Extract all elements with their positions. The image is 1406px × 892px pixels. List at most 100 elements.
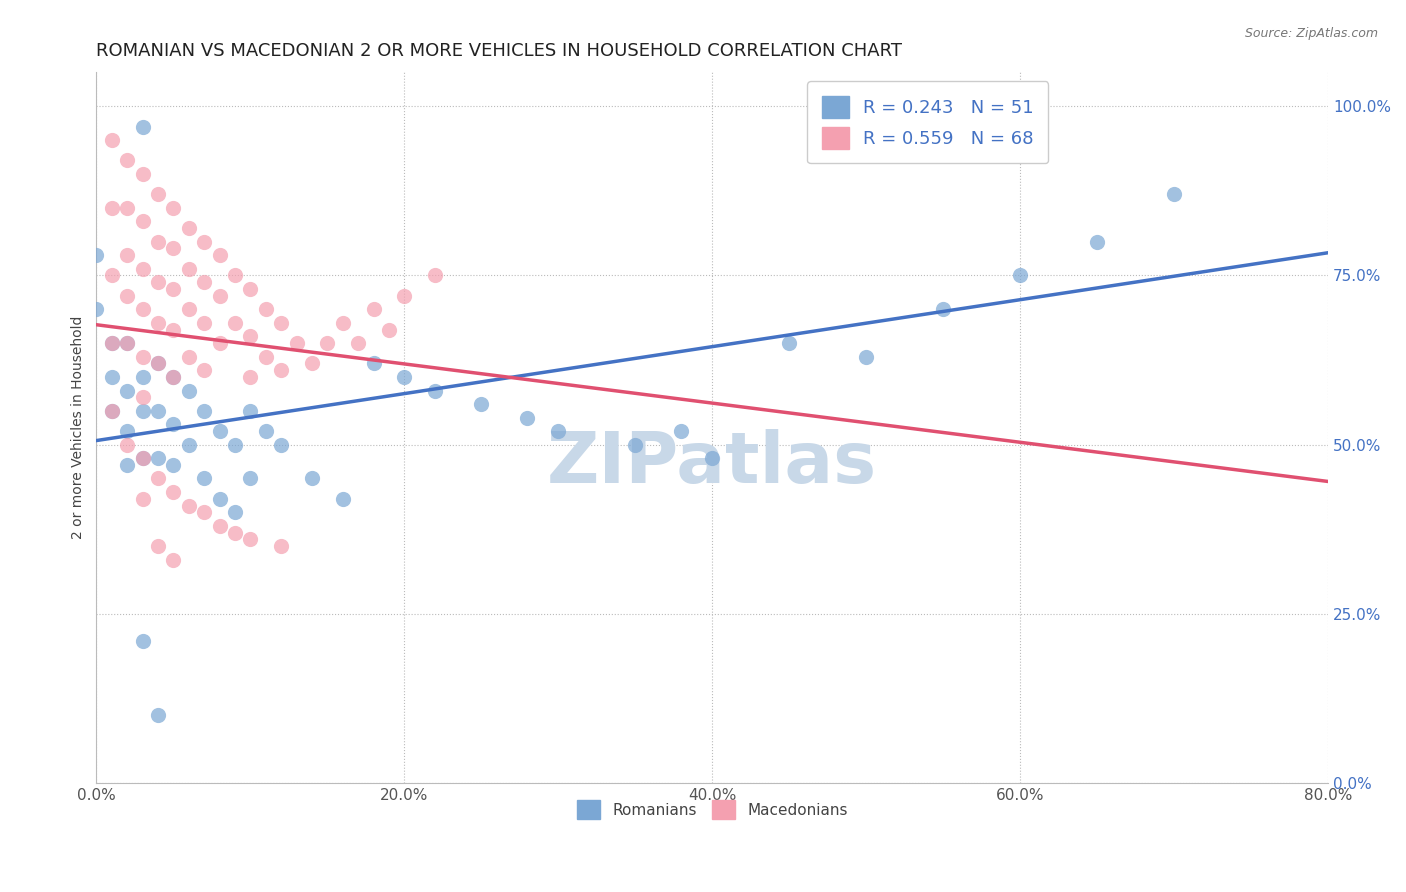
Point	[224, 437, 246, 451]
Point	[131, 167, 153, 181]
Point	[932, 302, 955, 317]
Point	[100, 370, 122, 384]
Point	[146, 471, 169, 485]
Point	[115, 424, 138, 438]
Point	[100, 404, 122, 418]
Point	[224, 525, 246, 540]
Point	[162, 370, 184, 384]
Point	[131, 451, 153, 466]
Point	[332, 316, 354, 330]
Point	[162, 282, 184, 296]
Point	[1010, 268, 1032, 283]
Point	[855, 350, 877, 364]
Point	[177, 221, 200, 235]
Point	[208, 519, 231, 533]
Point	[254, 302, 277, 317]
Point	[285, 336, 308, 351]
Point	[146, 275, 169, 289]
Text: ROMANIAN VS MACEDONIAN 2 OR MORE VEHICLES IN HOUSEHOLD CORRELATION CHART: ROMANIAN VS MACEDONIAN 2 OR MORE VEHICLE…	[97, 42, 903, 60]
Point	[131, 302, 153, 317]
Point	[146, 539, 169, 553]
Point	[86, 302, 108, 317]
Point	[115, 336, 138, 351]
Point	[162, 323, 184, 337]
Point	[100, 268, 122, 283]
Point	[423, 384, 446, 398]
Point	[301, 471, 323, 485]
Text: Source: ZipAtlas.com: Source: ZipAtlas.com	[1244, 27, 1378, 40]
Point	[131, 350, 153, 364]
Point	[115, 336, 138, 351]
Point	[301, 356, 323, 370]
Point	[193, 235, 215, 249]
Point	[177, 261, 200, 276]
Point	[131, 120, 153, 134]
Point	[162, 201, 184, 215]
Point	[193, 316, 215, 330]
Point	[239, 471, 262, 485]
Point	[239, 533, 262, 547]
Point	[1010, 120, 1032, 134]
Point	[100, 336, 122, 351]
Point	[162, 370, 184, 384]
Point	[378, 323, 401, 337]
Point	[115, 437, 138, 451]
Point	[208, 248, 231, 262]
Point	[131, 261, 153, 276]
Point	[131, 451, 153, 466]
Point	[162, 485, 184, 500]
Point	[270, 437, 292, 451]
Point	[671, 424, 693, 438]
Point	[193, 505, 215, 519]
Point	[270, 316, 292, 330]
Point	[239, 404, 262, 418]
Point	[177, 350, 200, 364]
Point	[131, 390, 153, 404]
Point	[115, 248, 138, 262]
Point	[239, 329, 262, 343]
Point	[146, 316, 169, 330]
Point	[193, 363, 215, 377]
Point	[363, 302, 385, 317]
Point	[778, 336, 800, 351]
Y-axis label: 2 or more Vehicles in Household: 2 or more Vehicles in Household	[72, 316, 86, 540]
Point	[162, 552, 184, 566]
Point	[131, 214, 153, 228]
Point	[423, 268, 446, 283]
Point	[100, 133, 122, 147]
Point	[363, 356, 385, 370]
Point	[1163, 187, 1185, 202]
Point	[270, 363, 292, 377]
Point	[208, 424, 231, 438]
Point	[162, 458, 184, 472]
Point	[394, 370, 416, 384]
Point	[146, 451, 169, 466]
Point	[516, 410, 538, 425]
Point	[177, 499, 200, 513]
Point	[115, 458, 138, 472]
Point	[131, 491, 153, 506]
Point	[254, 350, 277, 364]
Point	[208, 491, 231, 506]
Point	[239, 370, 262, 384]
Point	[193, 471, 215, 485]
Point	[177, 302, 200, 317]
Point	[270, 539, 292, 553]
Point	[86, 248, 108, 262]
Point	[239, 282, 262, 296]
Point	[547, 424, 569, 438]
Point	[254, 424, 277, 438]
Point	[146, 404, 169, 418]
Point	[224, 268, 246, 283]
Point	[624, 437, 647, 451]
Point	[131, 634, 153, 648]
Point	[193, 275, 215, 289]
Point	[100, 336, 122, 351]
Point	[115, 201, 138, 215]
Point	[316, 336, 339, 351]
Point	[115, 153, 138, 168]
Point	[208, 289, 231, 303]
Point	[332, 491, 354, 506]
Point	[131, 370, 153, 384]
Point	[115, 289, 138, 303]
